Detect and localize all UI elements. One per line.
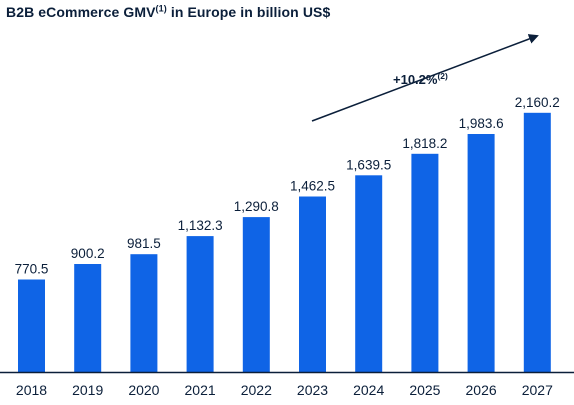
x-tick-label-2021: 2021: [185, 382, 216, 398]
x-tick-label-2024: 2024: [353, 382, 384, 398]
x-tick-label-2023: 2023: [297, 382, 328, 398]
x-tick-label-2027: 2027: [522, 382, 553, 398]
bars-group: [18, 112, 551, 373]
bar-2021: [186, 236, 214, 372]
chart-title-superscript: (1): [155, 3, 167, 14]
value-label-2018: 770.5: [15, 262, 49, 277]
value-label-2020: 981.5: [127, 236, 161, 251]
cagr-label: +10.2%(2): [393, 71, 448, 87]
value-label-2024: 1,639.5: [346, 157, 391, 172]
bar-2025: [411, 153, 439, 372]
bar-2024: [355, 175, 383, 372]
value-label-2021: 1,132.3: [178, 218, 223, 233]
bar-2022: [242, 217, 270, 372]
value-labels-group: 770.5 900.2 981.5 1,132.3 1,290.8 1,462.5 1,63…: [15, 95, 560, 277]
value-label-2025: 1,818.2: [402, 136, 447, 151]
bar-2018: [18, 279, 45, 372]
x-tick-label-2020: 2020: [128, 382, 159, 398]
value-label-2019: 900.2: [71, 246, 105, 261]
bar-2019: [74, 264, 102, 372]
cagr-arrow: [311, 34, 539, 122]
x-tick-label-2026: 2026: [466, 382, 497, 398]
cagr-label-superscript: (2): [437, 71, 448, 81]
x-tick-label-2018: 2018: [16, 382, 47, 398]
x-tick-label-2022: 2022: [241, 382, 272, 398]
x-tick-label-2019: 2019: [72, 382, 103, 398]
chart-title: B2B eCommerce GMV(1) in Europe in billio…: [6, 4, 330, 20]
bar-2027: [523, 112, 551, 373]
value-label-2022: 1,290.8: [234, 199, 279, 214]
bar-2026: [467, 134, 495, 372]
cagr-label-value: +10.2%: [393, 72, 438, 87]
x-tick-label-2025: 2025: [409, 382, 440, 398]
value-label-2023: 1,462.5: [290, 179, 335, 194]
bar-2023: [299, 196, 326, 372]
x-axis-ticks-group: 2018 2019 2020 2021 2022 2023 2024 2025 2026 2027: [16, 382, 553, 398]
chart-title-rest: in Europe in billion US$: [166, 4, 331, 20]
chart-title-main: B2B eCommerce GMV: [6, 4, 156, 20]
value-label-2027: 2,160.2: [515, 95, 560, 110]
bar-2020: [130, 254, 158, 372]
value-label-2026: 1,983.6: [459, 116, 504, 131]
